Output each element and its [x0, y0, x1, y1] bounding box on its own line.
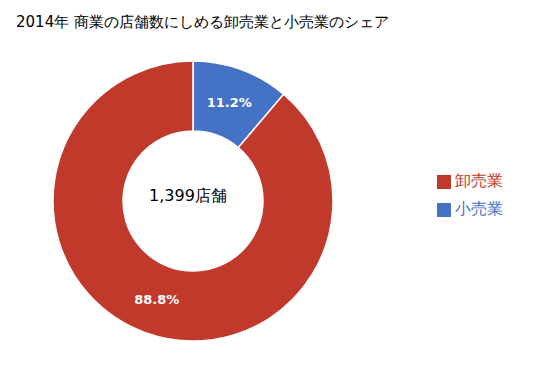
html-text:卸売業: 卸売業	[455, 171, 503, 190]
svg-text:88.8%: 88.8%	[134, 292, 179, 307]
svg-text:11.2%: 11.2%	[207, 95, 252, 110]
html-text:1,399店舗: 1,399店舗	[149, 185, 227, 205]
html-text:小売業: 小売業	[455, 199, 503, 218]
html-text:2014年 商業の店舗数にしめる卸売業と小売業のシェア: 2014年 商業の店舗数にしめる卸売業と小売業のシェア	[16, 13, 389, 31]
